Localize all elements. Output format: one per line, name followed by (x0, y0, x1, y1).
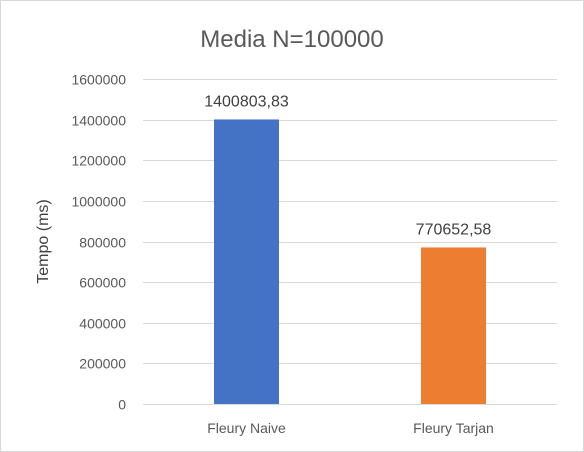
y-tick-label: 600000 (79, 275, 126, 291)
data-label: 770652,58 (416, 221, 492, 238)
y-tick-label: 1600000 (71, 72, 126, 88)
x-axis-ticks: Fleury Naive Fleury Tarjan (207, 420, 494, 436)
y-tick-label: 1400000 (71, 113, 126, 129)
data-labels: 1400803,83 770652,58 (204, 93, 491, 238)
chart-title: Media N=100000 (200, 26, 383, 53)
gridlines (143, 79, 557, 405)
y-axis-ticks: 0 200000 400000 600000 800000 1000000 1200000 1… (71, 72, 126, 413)
data-label: 1400803,83 (204, 93, 289, 110)
bars (214, 119, 486, 404)
bar (214, 119, 279, 404)
y-axis-label: Tempo (ms) (35, 199, 52, 283)
y-tick-label: 0 (118, 397, 126, 413)
bar (421, 247, 486, 404)
y-tick-label: 1000000 (71, 194, 126, 210)
y-tick-label: 400000 (79, 316, 126, 332)
x-tick-label: Fleury Tarjan (413, 420, 494, 436)
y-tick-label: 800000 (79, 235, 126, 251)
y-tick-label: 1200000 (71, 153, 126, 169)
x-tick-label: Fleury Naive (207, 420, 286, 436)
y-tick-label: 200000 (79, 356, 126, 372)
